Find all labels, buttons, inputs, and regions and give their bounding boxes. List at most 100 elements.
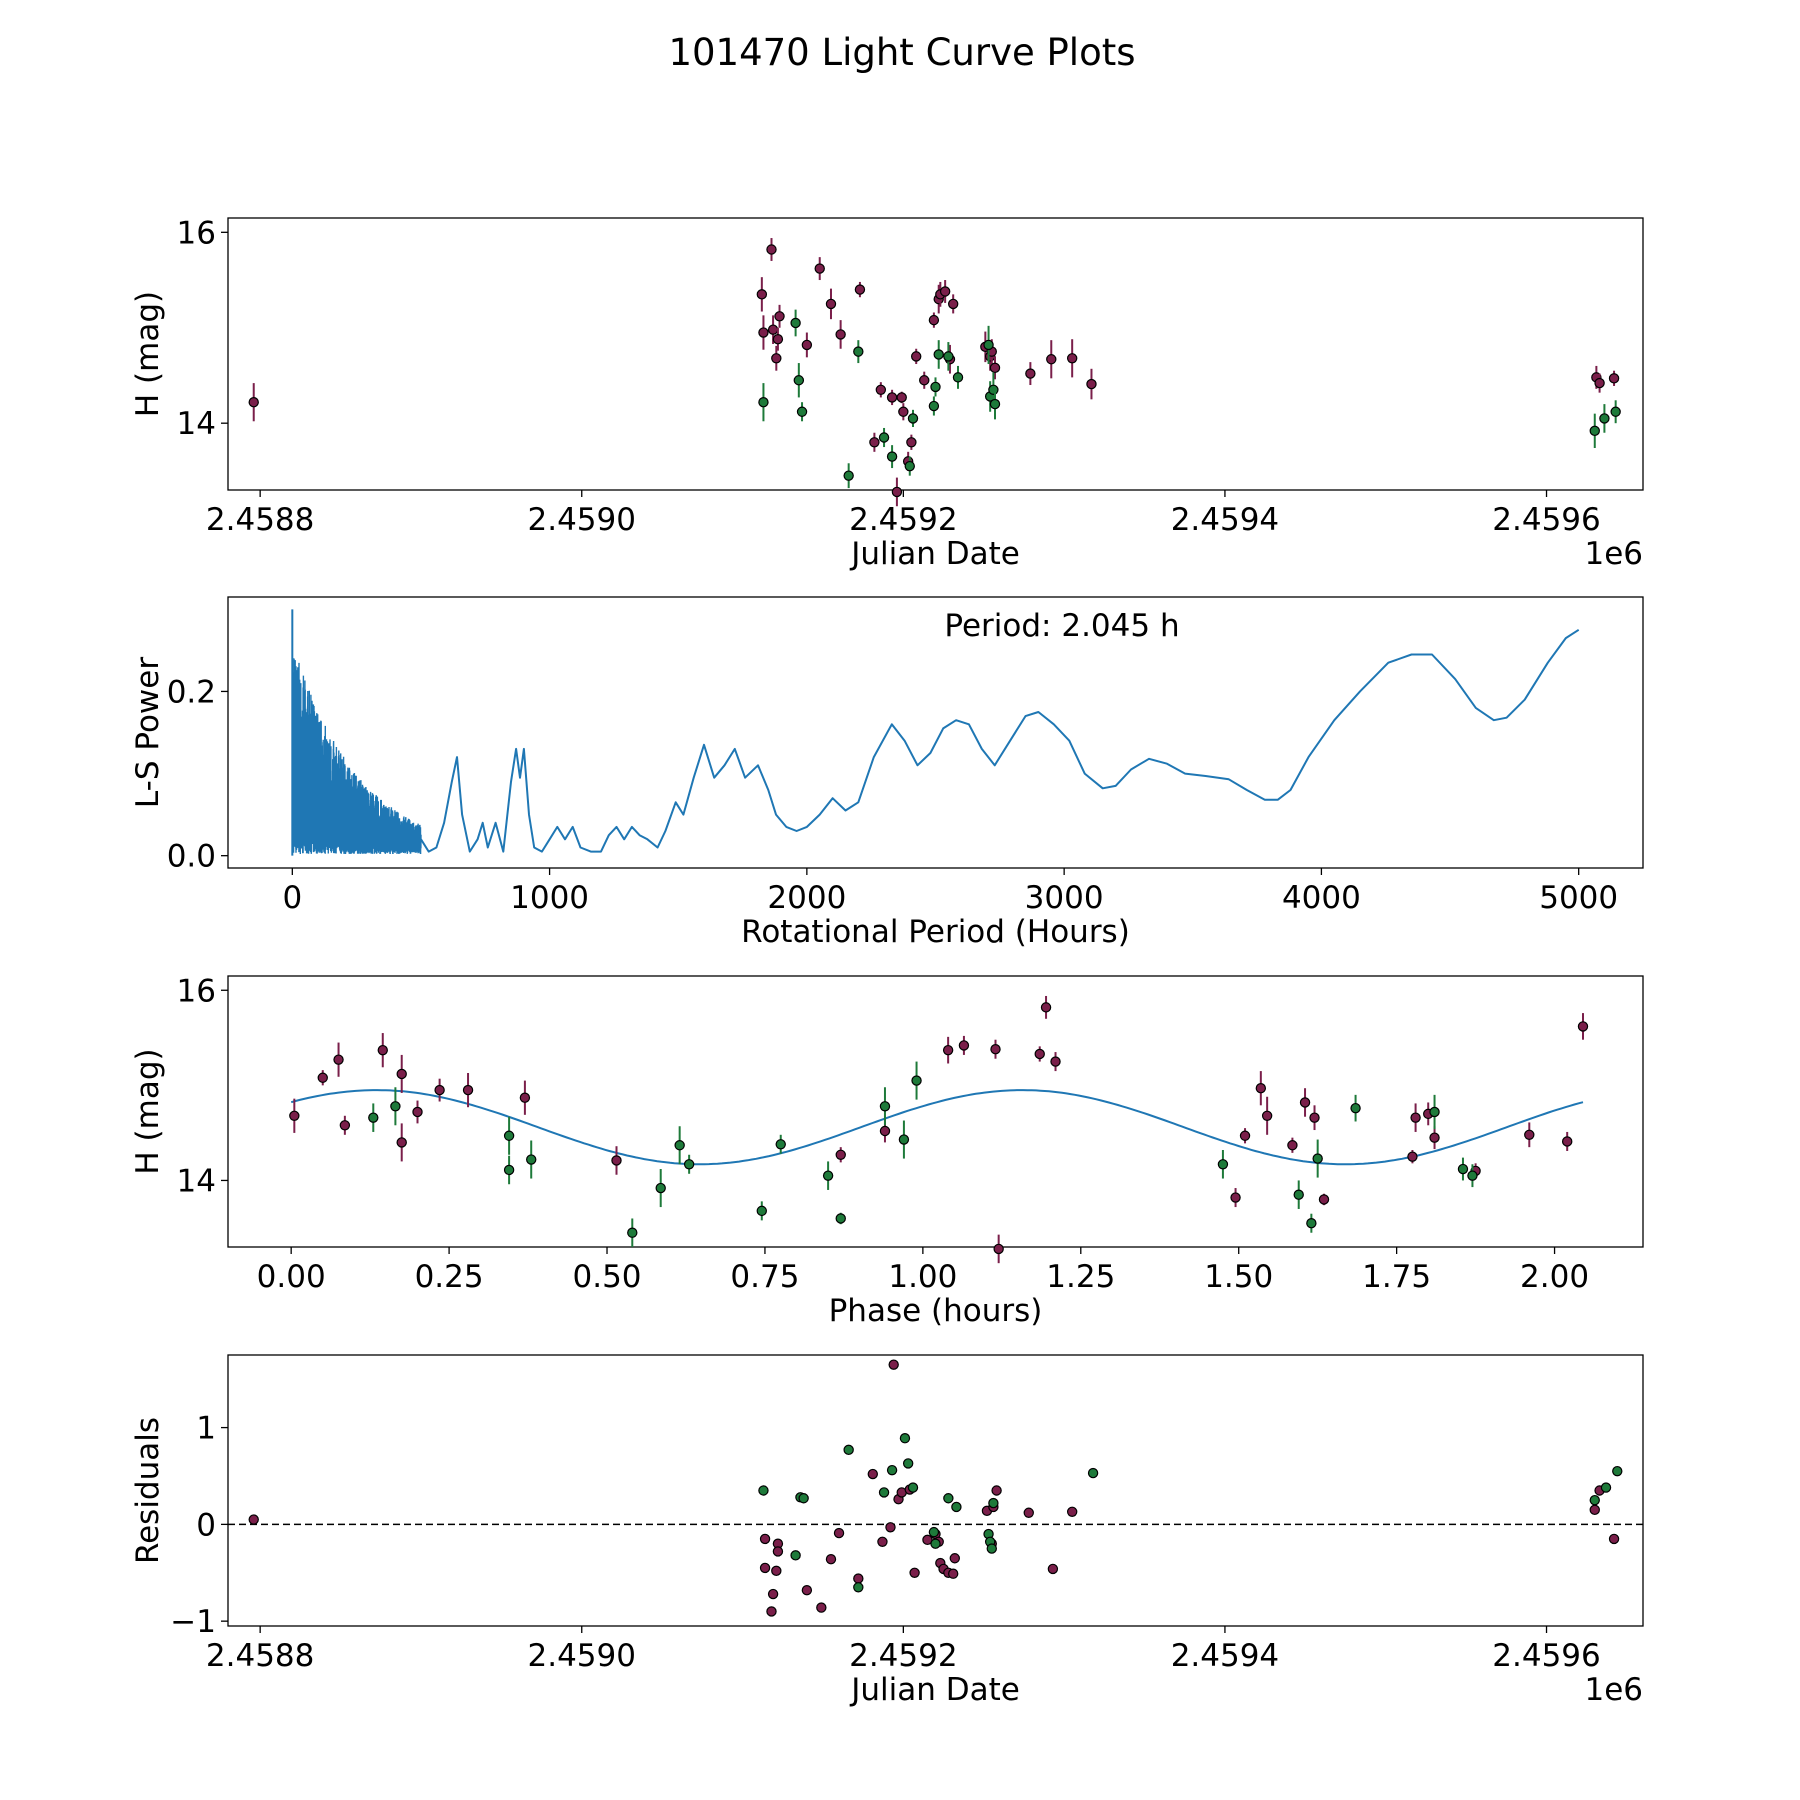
green-data-point — [843, 470, 854, 481]
green-data-point — [886, 451, 898, 462]
red-data-point — [801, 1584, 813, 1596]
red-data-point — [814, 263, 825, 274]
green-data-point — [989, 398, 1001, 410]
x-axis-label: Julian Date — [849, 1672, 1020, 1708]
red-data-point — [816, 1602, 827, 1613]
red-data-point — [825, 1554, 837, 1565]
red-data-point — [947, 298, 959, 310]
red-data-point — [939, 286, 951, 297]
green-data-point — [878, 432, 890, 443]
x-tick-label: 2.4590 — [528, 502, 636, 538]
red-data-point — [869, 437, 880, 448]
red-data-point — [1255, 1083, 1267, 1094]
red-data-point — [825, 298, 837, 310]
red-data-point — [801, 339, 813, 351]
red-data-point — [989, 362, 1001, 374]
red-data-point — [396, 1137, 407, 1148]
residuals-axes: 2.4588 2.4590 2.4592 2.4594 2.4596 −1 0 1 Julian… — [130, 1354, 1644, 1708]
red-data-point — [771, 1565, 782, 1577]
green-data-point — [988, 1497, 999, 1509]
green-data-point — [902, 1458, 914, 1469]
red-data-point — [1524, 1129, 1535, 1140]
red-data-point — [835, 1149, 846, 1160]
x-tick-label: 2.4592 — [849, 502, 957, 538]
y-tick-label: −1 — [170, 1604, 216, 1640]
green-data-point — [928, 1526, 940, 1538]
red-data-point — [1023, 1507, 1034, 1518]
green-data-point — [1350, 1102, 1361, 1114]
green-data-point — [988, 384, 999, 395]
green-data-point — [758, 1485, 769, 1496]
red-data-point — [1050, 1056, 1061, 1067]
green-data-point — [655, 1182, 666, 1194]
green-data-point — [983, 339, 994, 351]
red-data-point — [759, 1533, 771, 1545]
red-data-point — [896, 392, 907, 403]
red-data-point — [396, 1068, 407, 1080]
green-data-point — [368, 1112, 379, 1123]
red-data-point — [1066, 1506, 1078, 1517]
red-data-point — [1239, 1130, 1251, 1141]
y-tick-label: 14 — [177, 1163, 216, 1199]
x-tick-label: 0 — [282, 880, 302, 916]
green-data-point — [1087, 1467, 1099, 1479]
x-tick-label: 2.4588 — [206, 1638, 314, 1674]
plot-frame — [227, 975, 1644, 1248]
x-tick-label: 2.00 — [1520, 1259, 1589, 1295]
x-offset-label: 1e6 — [1584, 1672, 1643, 1708]
red-data-point — [758, 327, 769, 338]
plot-frame — [227, 217, 1644, 491]
red-data-point — [289, 1110, 300, 1121]
x-tick-label: 1.00 — [888, 1259, 957, 1295]
red-data-point — [772, 334, 784, 345]
red-data-point — [909, 1567, 920, 1578]
green-data-point — [1589, 1494, 1600, 1506]
red-data-point — [1309, 1112, 1320, 1123]
red-data-point — [1261, 1110, 1273, 1121]
periodogram-axes: 0 1000 2000 3000 4000 5000 0.0 0.2 Rotational Pe… — [130, 596, 1644, 950]
red-data-point — [1034, 1048, 1045, 1060]
red-data-point — [928, 314, 940, 326]
green-data-point — [951, 1501, 962, 1513]
red-data-point — [879, 1125, 891, 1137]
model-fit-line — [290, 1089, 1584, 1166]
x-tick-label: 3000 — [1025, 880, 1104, 916]
red-data-point — [771, 353, 782, 364]
y-axis-label: L-S Power — [130, 657, 166, 808]
red-data-point — [1066, 353, 1078, 364]
red-data-point — [333, 1054, 344, 1065]
green-data-point — [1599, 413, 1610, 424]
red-data-point — [766, 244, 777, 255]
green-data-point — [878, 1487, 890, 1498]
green-data-point — [674, 1140, 685, 1151]
red-data-point — [339, 1120, 351, 1131]
red-data-point — [1608, 1533, 1620, 1545]
green-data-point — [1312, 1153, 1323, 1164]
x-tick-label: 2.4590 — [528, 1638, 636, 1674]
green-data-point — [758, 396, 769, 408]
figure-title: 101470 Light Curve Plots — [668, 31, 1135, 74]
green-data-point — [986, 1543, 997, 1554]
green-data-point — [907, 1482, 919, 1493]
period-annotation: Period: 2.045 h — [944, 608, 1179, 644]
y-tick-label: 0.0 — [167, 839, 216, 875]
x-tick-label: 1000 — [510, 880, 589, 916]
x-tick-label: 2.4594 — [1171, 502, 1279, 538]
red-data-point — [942, 1044, 954, 1056]
x-tick-label: 2000 — [767, 880, 846, 916]
red-data-point — [991, 1485, 1002, 1496]
red-data-point — [867, 1468, 878, 1480]
green-data-point — [904, 460, 915, 472]
red-data-point — [1047, 1563, 1059, 1575]
red-data-point — [756, 289, 768, 300]
red-data-point — [993, 1243, 1004, 1255]
x-tick-label: 1.50 — [1204, 1259, 1273, 1295]
red-data-point — [1589, 1504, 1600, 1516]
y-axis-label: H (mag) — [130, 291, 166, 417]
red-data-point — [1561, 1136, 1573, 1147]
y-tick-label: 0.2 — [167, 674, 216, 710]
red-data-point — [759, 1562, 771, 1574]
green-data-point — [796, 406, 808, 417]
green-data-point — [822, 1170, 834, 1181]
